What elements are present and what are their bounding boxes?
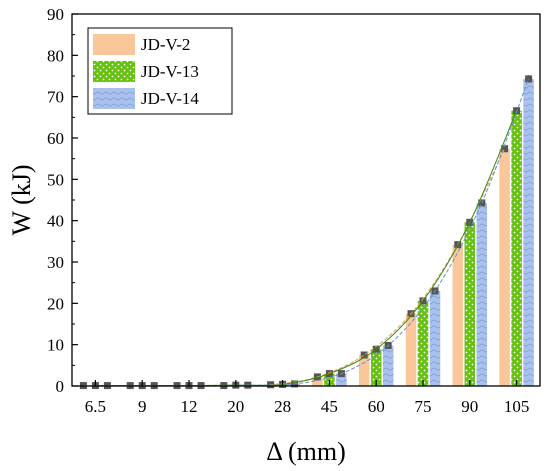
- y-tick-label: 60: [47, 129, 64, 148]
- bar-JD-V-2-60: [358, 355, 370, 386]
- bar-JD-V-13-45: [324, 373, 335, 386]
- bar-JD-V-14-45: [336, 373, 347, 386]
- error-bar-cap: [501, 145, 509, 153]
- y-tick-label: 80: [47, 46, 64, 65]
- bar-JD-V-14-90: [476, 202, 488, 386]
- legend: JD-V-2 JD-V-13 JD-V-14: [87, 27, 233, 115]
- y-tick-label: 40: [47, 212, 64, 231]
- legend-swatch-JD-V-13: [93, 61, 135, 82]
- x-tick-label: 9: [138, 397, 147, 416]
- bar-JD-V-14-60: [382, 345, 394, 386]
- bar-JD-V-14-105: [523, 78, 534, 386]
- x-tick-label: 60: [368, 397, 385, 416]
- bar-JD-V-2-105: [499, 148, 510, 386]
- x-axis-title: Δ (mm): [266, 437, 346, 466]
- bar-JD-V-2-75: [405, 313, 417, 386]
- x-tick-label: 28: [274, 397, 291, 416]
- trendline-JD-V-2: [83, 148, 506, 387]
- y-tick-label: 90: [47, 5, 64, 24]
- bar-JD-V-13-105: [511, 110, 522, 386]
- legend-label-JD-V-13: JD-V-13: [141, 62, 199, 81]
- x-tick-label: 45: [321, 397, 338, 416]
- bar-JD-V-13-75: [417, 300, 429, 386]
- error-bar-cap: [360, 351, 368, 359]
- x-tick-label: 105: [504, 397, 530, 416]
- x-tick-label: 90: [461, 397, 478, 416]
- y-tick-label: 0: [56, 377, 65, 396]
- bar-JD-V-13-60: [370, 349, 382, 386]
- y-tick-label: 10: [47, 336, 64, 355]
- legend-swatch-JD-V-2: [93, 34, 135, 55]
- x-tick-label: 75: [415, 397, 432, 416]
- axes-layer: 0 10 20 30 40 50 60 70 80 90 6.5 9 12 20 28 45 60 75 90 105…: [7, 5, 541, 466]
- y-tick-label: 20: [47, 294, 64, 313]
- bar-JD-V-2-90: [452, 244, 464, 386]
- legend-label-JD-V-14: JD-V-14: [141, 89, 199, 108]
- bar-JD-V-13-90: [464, 222, 476, 386]
- y-axis-title: W (kJ): [7, 164, 36, 235]
- bar-JD-V-2-45: [312, 376, 323, 386]
- y-tick-label: 70: [47, 88, 64, 107]
- x-tick-label: 12: [181, 397, 198, 416]
- x-tick-label: 20: [227, 397, 244, 416]
- y-tick-label: 50: [47, 170, 64, 189]
- x-tick-label: 6.5: [85, 397, 106, 416]
- legend-swatch-JD-V-14: [93, 88, 135, 109]
- legend-label-JD-V-2: JD-V-2: [141, 35, 190, 54]
- y-tick-label: 30: [47, 253, 64, 272]
- bars-layer: [78, 75, 534, 390]
- bar-JD-V-14-75: [429, 290, 441, 386]
